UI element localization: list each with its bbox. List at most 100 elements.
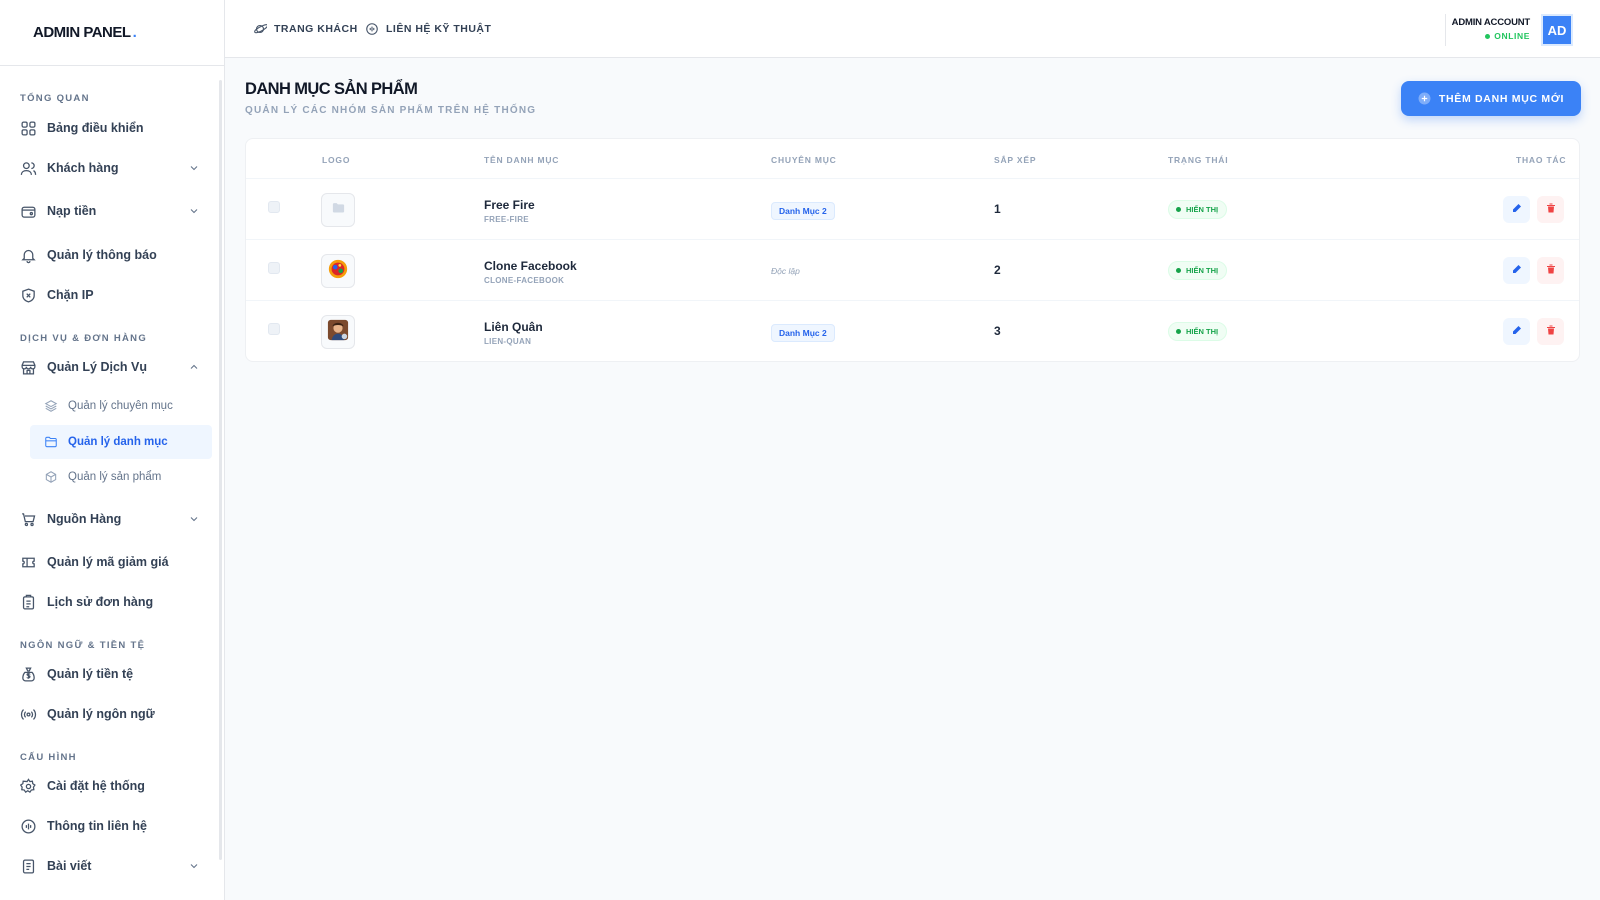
sidebar-item-label: Lịch sử đơn hàng (47, 595, 154, 609)
sidebar-item-dashboard[interactable]: Bảng điều khiển (20, 116, 200, 140)
folder-icon (331, 200, 346, 220)
bell-icon (20, 247, 37, 264)
delete-button[interactable] (1537, 257, 1564, 284)
add-category-button[interactable]: THÊM DANH MỤC MỚI (1401, 81, 1581, 116)
sidebar-item-customers[interactable]: Khách hàng (20, 156, 200, 180)
account-status: ONLINE (1485, 31, 1530, 41)
column-header-name: TÊN DANH MỤC (484, 155, 560, 165)
sidebar-item-system-settings[interactable]: Cài đặt hệ thống (20, 774, 200, 798)
row-checkbox[interactable] (268, 262, 280, 274)
status-label: HIỂN THỊ (1186, 205, 1219, 214)
sidebar-item-currency[interactable]: Quản lý tiền tệ (20, 662, 200, 686)
edit-button[interactable] (1503, 318, 1530, 345)
category-name: Free Fire (484, 198, 535, 212)
sidebar-item-label: Quản Lý Dịch Vụ (47, 360, 148, 374)
sidebar-subitem-categories[interactable]: Quản lý danh mục (30, 425, 212, 459)
status-dot (1176, 268, 1181, 273)
sidebar-item-block-ip[interactable]: Chặn IP (20, 283, 200, 307)
sidebar-item-language[interactable]: Quản lý ngôn ngữ (20, 702, 200, 726)
status-badge: HIỂN THỊ (1168, 261, 1228, 280)
users-icon (20, 160, 37, 177)
sidebar-item-suppliers[interactable]: Nguồn Hàng (20, 507, 200, 531)
delete-button[interactable] (1537, 196, 1564, 223)
sidebar-subitem-sections[interactable]: Quản lý chuyên mục (30, 389, 212, 423)
column-header-status: TRẠNG THÁI (1168, 155, 1229, 165)
category-name: Clone Facebook (484, 259, 577, 273)
row-checkbox[interactable] (268, 201, 280, 213)
sidebar-item-service-management[interactable]: Quản Lý Dịch Vụ (20, 355, 200, 379)
cart-icon (20, 511, 37, 528)
status-label: HIỂN THỊ (1186, 266, 1219, 275)
sidebar-scrollbar[interactable] (219, 80, 222, 860)
column-header-sort: SẮP XẾP (994, 155, 1037, 165)
sidebar-item-posts[interactable]: Bài viết (20, 854, 200, 878)
column-header-section: CHUYÊN MỤC (771, 155, 837, 165)
status-badge: HIỂN THỊ (1168, 322, 1228, 341)
section-title-language-currency: NGÔN NGỮ & TIỀN TỆ (20, 640, 146, 651)
column-header-logo: LOGO (322, 155, 351, 165)
section-title-overview: TỔNG QUAN (20, 93, 90, 104)
avatar[interactable]: AD (1541, 14, 1573, 46)
guest-page-label: TRANG KHÁCH (274, 23, 358, 35)
sidebar-item-label: Quản lý ngôn ngữ (47, 707, 155, 721)
edit-button[interactable] (1503, 196, 1530, 223)
headset-icon (20, 818, 37, 835)
sort-order: 2 (994, 263, 1001, 277)
edit-button[interactable] (1503, 257, 1530, 284)
trash-icon (1545, 323, 1557, 341)
parent-section-tag: Danh Mục 2 (771, 202, 835, 220)
pencil-icon (1511, 323, 1523, 341)
plus-circle-icon (1418, 92, 1431, 105)
lien-quan-logo (327, 319, 349, 346)
chevron-down-icon (188, 860, 200, 872)
category-logo (321, 315, 355, 349)
sidebar-item-label: Chặn IP (47, 288, 94, 302)
money-bag-icon (20, 666, 37, 683)
delete-button[interactable] (1537, 318, 1564, 345)
dashboard-icon (20, 120, 37, 137)
account-divider (1445, 14, 1446, 46)
trash-icon (1545, 262, 1557, 280)
category-table: LOGO TÊN DANH MỤC CHUYÊN MỤC SẮP XẾP TRẠ… (245, 138, 1580, 362)
table-row: Free Fire FREE-FIRE Danh Mục 2 1 HIỂN TH… (246, 178, 1579, 239)
guest-page-link[interactable]: TRANG KHÁCH (253, 22, 358, 36)
table-row: Liên Quân LIEN-QUAN Danh Mục 2 3 HIỂN TH… (246, 300, 1579, 361)
account-status-label: ONLINE (1494, 31, 1530, 41)
sidebar-item-label: Quản lý mã giảm giá (47, 555, 169, 569)
document-icon (20, 858, 37, 875)
sidebar-subitem-label: Quản lý danh mục (68, 436, 168, 448)
sidebar-nav: TỔNG QUAN Bảng điều khiển Khách hàng Nạp… (0, 66, 225, 900)
page-title: DANH MỤC SẢN PHẨM (245, 80, 418, 98)
sidebar-item-order-history[interactable]: Lịch sử đơn hàng (20, 590, 200, 614)
sidebar-item-label: Nguồn Hàng (47, 512, 122, 526)
sidebar-subitem-products[interactable]: Quản lý sản phẩm (30, 460, 212, 494)
wallet-icon (20, 203, 37, 220)
sidebar-item-contact-info[interactable]: Thông tin liên hệ (20, 814, 200, 838)
clone-facebook-logo (327, 258, 349, 285)
headset-icon (365, 22, 379, 36)
brand-logo[interactable]: ADMIN PANEL. (0, 0, 224, 66)
row-checkbox[interactable] (268, 323, 280, 335)
sidebar-item-coupons[interactable]: Quản lý mã giảm giá (20, 550, 200, 574)
sidebar: ADMIN PANEL. TỔNG QUAN Bảng điều khiển K… (0, 0, 225, 900)
sort-order: 1 (994, 202, 1001, 216)
status-dot (1176, 329, 1181, 334)
broadcast-icon (20, 706, 37, 723)
sidebar-item-notifications[interactable]: Quản lý thông báo (20, 243, 200, 267)
account-name: ADMIN ACCOUNT (1451, 17, 1531, 28)
status-label: HIỂN THỊ (1186, 327, 1219, 336)
add-category-label: THÊM DANH MỤC MỚI (1438, 92, 1565, 105)
sidebar-item-label: Khách hàng (47, 161, 119, 175)
trash-icon (1545, 201, 1557, 219)
column-header-actions: THAO TÁC (1516, 155, 1567, 165)
sidebar-item-deposit[interactable]: Nạp tiền (20, 199, 200, 223)
sidebar-subitem-label: Quản lý sản phẩm (68, 471, 162, 483)
parent-section-tag: Danh Mục 2 (771, 324, 835, 342)
clipboard-icon (20, 594, 37, 611)
box-icon (44, 470, 58, 484)
chevron-up-icon (188, 361, 200, 373)
tech-support-link[interactable]: LIÊN HỆ KỸ THUẬT (365, 22, 491, 36)
pencil-icon (1511, 201, 1523, 219)
parent-section-independent: Độc lập (771, 266, 800, 276)
category-slug: CLONE-FACEBOOK (484, 276, 565, 285)
